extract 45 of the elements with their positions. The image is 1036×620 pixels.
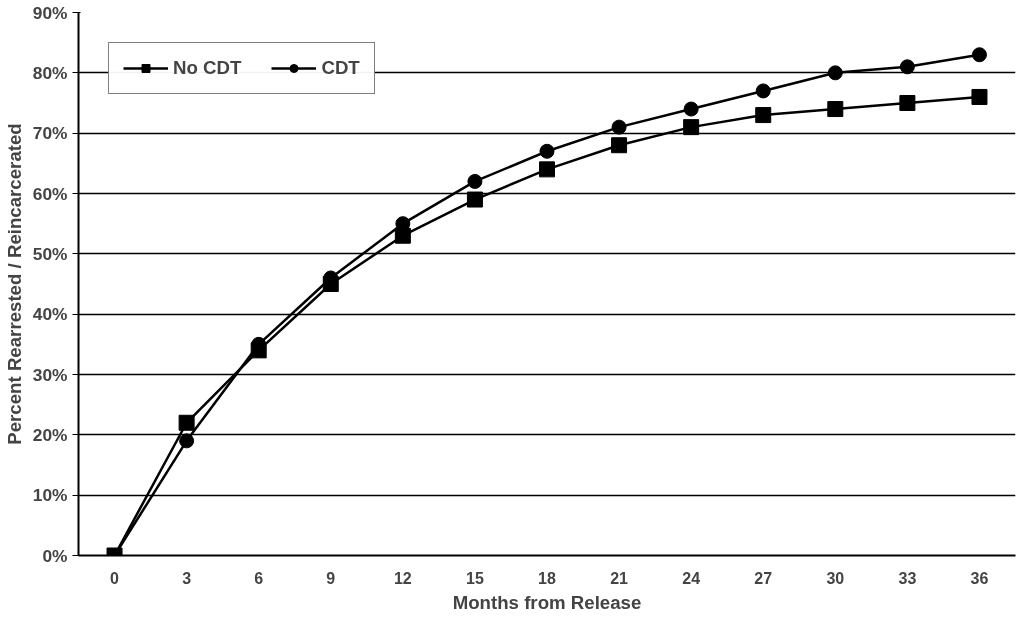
x-tick-label: 18 [538,569,556,587]
y-tick-label: 0% [42,545,68,566]
x-tick-label: 33 [898,569,917,587]
x-tick-label: 24 [682,569,701,587]
y-tick-label: 30% [32,364,68,385]
point [539,143,555,159]
point [178,414,195,431]
y-tick-label: 10% [32,485,68,506]
y-tick-label: 20% [32,424,68,445]
x-tick-label: 15 [466,569,484,587]
legend-label: No CDT [173,57,242,79]
point [971,47,987,63]
y-tick-label: 60% [32,183,68,204]
legend-label: CDT [321,57,360,79]
x-tick-label: 12 [393,569,412,587]
y-tick-label: 90% [32,2,68,23]
y-axis-title: Percent Rearrested / Reincarcerated [3,123,25,445]
point [971,88,988,105]
x-tick-label: 36 [970,569,989,587]
point [683,119,700,136]
point [827,101,844,118]
y-tick-label: 50% [32,243,68,264]
point [899,95,916,111]
point [611,119,627,135]
point [466,191,483,208]
y-tick-label: 70% [32,123,68,144]
point [611,137,628,154]
point [755,83,771,99]
x-tick-label: 9 [326,569,336,587]
x-tick-label: 30 [826,569,845,587]
x-tick-label: 21 [610,569,629,587]
point [827,65,843,81]
point [683,101,699,117]
y-tick-label: 80% [32,62,68,83]
y-tick-label: 40% [32,304,68,325]
x-tick-label: 3 [182,569,192,587]
point [467,173,483,189]
point [179,433,195,449]
x-tick-label: 27 [754,569,773,587]
point [755,107,772,124]
x-tick-label: 0 [110,569,120,587]
x-axis-title: Months from Release [452,591,642,613]
point [899,59,915,75]
point [539,161,555,178]
x-tick-label: 6 [254,569,264,587]
